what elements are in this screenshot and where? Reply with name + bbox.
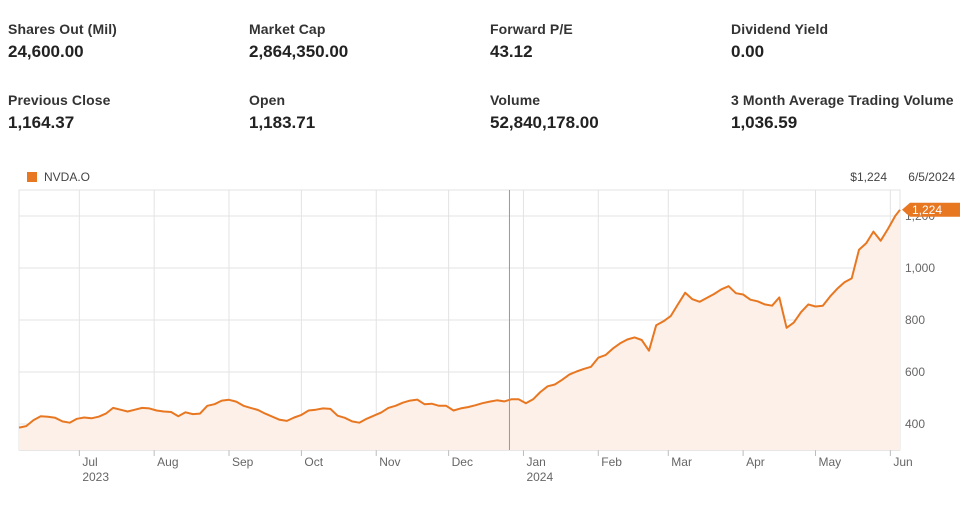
- x-tick-label: Apr: [746, 455, 765, 469]
- x-tick-label: Aug: [157, 455, 178, 469]
- price-area-fill: [19, 209, 900, 450]
- legend-swatch: [27, 172, 37, 182]
- header-date: 6/5/2024: [908, 170, 955, 184]
- y-tick-label: 400: [905, 417, 925, 431]
- x-tick-label: Dec: [452, 455, 473, 469]
- stat-label: Previous Close: [8, 92, 111, 108]
- y-tick-label: 600: [905, 365, 925, 379]
- stat-value: 1,183.71: [249, 113, 316, 132]
- stat-label: 3 Month Average Trading Volume: [731, 92, 954, 108]
- stat-value: 1,164.37: [8, 113, 75, 132]
- stat-label: Shares Out (Mil): [8, 21, 117, 37]
- stat-label: Market Cap: [249, 21, 326, 37]
- stat-open: Open 1,183.71: [249, 92, 479, 133]
- last-value-tag: [902, 202, 960, 217]
- y-tick-label: 800: [905, 313, 925, 327]
- x-tick-label: May: [819, 455, 842, 469]
- stat-label: Dividend Yield: [731, 21, 829, 37]
- x-tick-label: Jul: [82, 455, 97, 469]
- x-tick-label: Feb: [601, 455, 622, 469]
- header-price: $1,224: [850, 170, 887, 184]
- y-tick-label: 1,000: [905, 261, 935, 275]
- stat-shares-out: Shares Out (Mil) 24,600.00: [8, 21, 238, 62]
- x-tick-label: Jun: [893, 455, 912, 469]
- price-line: [18, 209, 901, 429]
- stats-grid: Shares Out (Mil) 24,600.00 Market Cap 2,…: [0, 0, 960, 150]
- stat-value: 52,840,178.00: [490, 113, 599, 132]
- x-tick-label: Nov: [379, 455, 400, 469]
- x-tick-label: Mar: [671, 455, 692, 469]
- last-value-label: 1,224: [912, 203, 942, 217]
- stat-avg-volume: 3 Month Average Trading Volume 1,036.59: [731, 92, 960, 133]
- x-tick-label: Jan: [526, 455, 545, 469]
- stat-previous-close: Previous Close 1,164.37: [8, 92, 238, 133]
- stat-volume: Volume 52,840,178.00: [490, 92, 720, 133]
- stat-label: Open: [249, 92, 286, 108]
- stat-market-cap: Market Cap 2,864,350.00: [249, 21, 479, 62]
- stat-label: Volume: [490, 92, 541, 108]
- stat-value: 43.12: [490, 42, 533, 61]
- legend-label: NVDA.O: [44, 170, 90, 184]
- stat-value: 0.00: [731, 42, 765, 61]
- stat-value: 1,036.59: [731, 113, 798, 132]
- x-tick-label: Oct: [304, 455, 323, 469]
- x-tick-year: 2023: [82, 470, 109, 484]
- last-value-marker: 1,224: [902, 202, 960, 217]
- x-tick-label: Sep: [232, 455, 254, 469]
- stat-value: 24,600.00: [8, 42, 84, 61]
- x-tick-year: 2024: [526, 470, 553, 484]
- stat-value: 2,864,350.00: [249, 42, 349, 61]
- stat-dividend-yield: Dividend Yield 0.00: [731, 21, 960, 62]
- stat-forward-pe: Forward P/E 43.12: [490, 21, 720, 62]
- stat-label: Forward P/E: [490, 21, 573, 37]
